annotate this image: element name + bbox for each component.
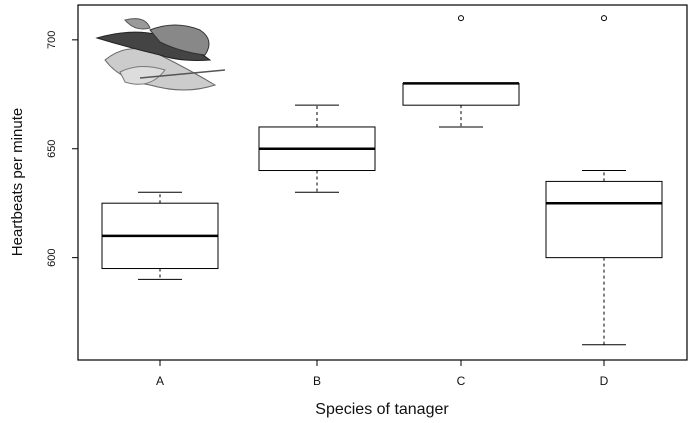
bird-illustration (95, 18, 226, 91)
y-tick-label: 600 (46, 248, 58, 266)
plot-frame (77, 4, 688, 361)
y-tick-label: 650 (46, 140, 58, 158)
y-axis-label: Heartbeats per minute (9, 108, 26, 256)
outlier (458, 15, 464, 22)
box (545, 180, 663, 259)
outlier (601, 15, 607, 22)
y-tick-label: 700 (46, 31, 58, 49)
x-tick-label: C (457, 374, 466, 388)
x-axis-label: Species of tanager (315, 401, 449, 418)
box (402, 82, 520, 106)
x-tick-label: A (156, 374, 164, 388)
x-tick-label: D (600, 374, 609, 388)
x-tick-label: B (313, 374, 321, 388)
